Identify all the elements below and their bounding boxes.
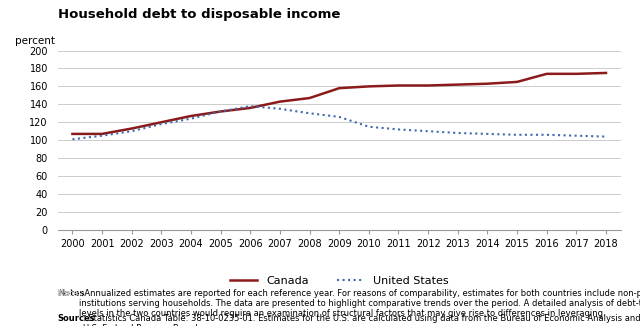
Text: percent: percent xyxy=(15,36,56,46)
Text: Notes: Notes xyxy=(58,289,85,298)
Text: Sources: Sources xyxy=(58,314,95,323)
Legend: Canada, United States: Canada, United States xyxy=(225,271,453,290)
Text: : Annualized estimates are reported for each reference year. For reasons of comp: : Annualized estimates are reported for … xyxy=(79,289,640,318)
Text: Household debt to disposable income: Household debt to disposable income xyxy=(58,8,340,21)
Text: Notes: Annualized estimates are reported for each reference year. For reasons of: Notes: Annualized estimates are reported… xyxy=(58,289,640,318)
Text: : Statistics Canada Table: 38-10-0235-01. Estimates for the U.S. are calculated : : Statistics Canada Table: 38-10-0235-01… xyxy=(83,314,640,326)
